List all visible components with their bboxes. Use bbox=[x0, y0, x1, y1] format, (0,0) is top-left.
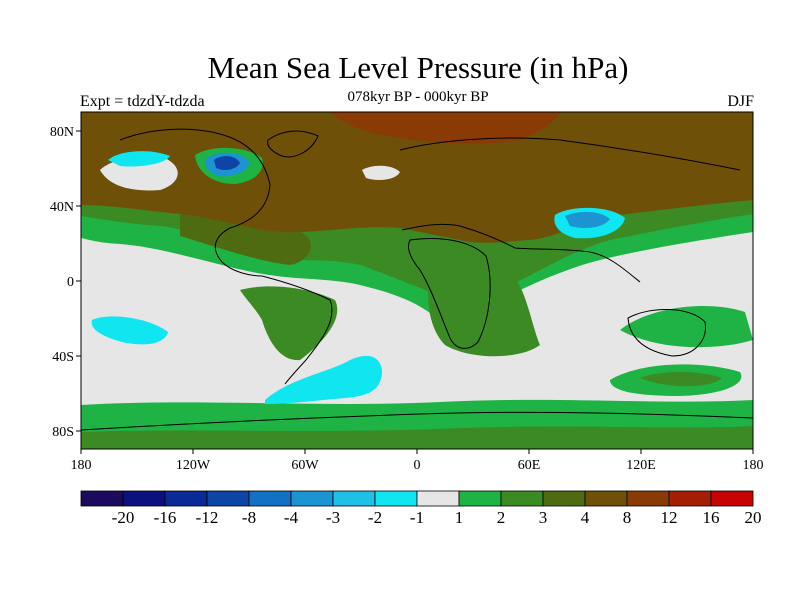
colorbar-label: 20 bbox=[745, 508, 762, 527]
lon-label-0: 0 bbox=[414, 458, 421, 473]
lat-label-40s: 40S bbox=[52, 350, 74, 365]
field-s-atlantic-cyan bbox=[265, 355, 382, 404]
field-africa-olive bbox=[428, 265, 540, 357]
colorbar-label: 16 bbox=[703, 508, 720, 527]
colorbar: -20 -16 -12 -8 -4 -3 -2 -1 1 2 3 4 8 12 16 20 bbox=[80, 490, 762, 527]
field-n-pacific-cyan bbox=[108, 151, 170, 167]
colorbar-label: 12 bbox=[661, 508, 678, 527]
field-atlantic-dark-olive bbox=[180, 214, 311, 265]
colorbar-label: -16 bbox=[154, 508, 177, 527]
field-scandinavia-grey bbox=[362, 165, 400, 180]
colorbar-swatch bbox=[290, 490, 334, 507]
colorbar-swatch bbox=[710, 490, 754, 507]
colorbar-swatch bbox=[626, 490, 670, 507]
colorbar-label: -8 bbox=[242, 508, 256, 527]
lon-label-120e: 120E bbox=[626, 458, 656, 473]
map-field bbox=[81, 112, 753, 449]
lon-label-60w: 60W bbox=[291, 458, 319, 473]
coast-eurasia-south bbox=[401, 223, 641, 283]
field-antarctic-olive bbox=[81, 426, 753, 449]
lon-label-60e: 60E bbox=[518, 458, 541, 473]
lon-label-180w: 180 bbox=[71, 458, 92, 473]
coast-greenland bbox=[267, 130, 319, 158]
colorbar-swatch bbox=[332, 490, 376, 507]
colorbar-label: -4 bbox=[284, 508, 299, 527]
chart-subtitle: 078kyr BP - 000kyr BP bbox=[347, 89, 489, 105]
field-s-america-olive bbox=[240, 286, 338, 361]
colorbar-swatch bbox=[122, 490, 166, 507]
field-arctic-8-12 bbox=[330, 112, 560, 144]
field-tibet-blue bbox=[565, 211, 610, 228]
colorbar-label: 1 bbox=[455, 508, 464, 527]
colorbar-label: -2 bbox=[368, 508, 382, 527]
chart-title: Mean Sea Level Pressure (in hPa) bbox=[207, 50, 629, 85]
coast-australia bbox=[627, 309, 706, 357]
coast-antarctica bbox=[81, 411, 753, 431]
colorbar-swatch bbox=[164, 490, 208, 507]
colorbar-label: 8 bbox=[623, 508, 632, 527]
season-label: DJF bbox=[727, 93, 754, 110]
colorbar-swatch bbox=[500, 490, 544, 507]
coast-north-america bbox=[119, 128, 271, 277]
colorbar-swatch bbox=[80, 490, 124, 507]
field-canada-dark-blue bbox=[214, 156, 240, 171]
lat-label-eq: 0 bbox=[67, 275, 74, 290]
colorbar-label: -12 bbox=[196, 508, 219, 527]
colorbar-swatch bbox=[416, 490, 460, 507]
colorbar-swatch bbox=[584, 490, 628, 507]
coastlines bbox=[81, 128, 753, 431]
colorbar-label: 2 bbox=[497, 508, 506, 527]
colorbar-swatch bbox=[374, 490, 418, 507]
lat-label-80s: 80S bbox=[52, 425, 74, 440]
colorbar-label: -3 bbox=[326, 508, 340, 527]
coast-africa bbox=[407, 238, 491, 349]
colorbar-swatch bbox=[668, 490, 712, 507]
lat-labels: 80N 40N 0 40S 80S bbox=[50, 125, 74, 440]
experiment-label: Expt = tdzdY-tdzda bbox=[80, 93, 205, 110]
axis-ticks bbox=[76, 130, 754, 454]
lon-label-120w: 120W bbox=[176, 458, 211, 473]
field-australia-green bbox=[620, 306, 753, 348]
colorbar-swatch bbox=[206, 490, 250, 507]
colorbar-label: -20 bbox=[112, 508, 135, 527]
field-s-indian-olive bbox=[640, 372, 722, 387]
lon-labels: 180 120W 60W 0 60E 120E 180 bbox=[71, 458, 764, 473]
colorbar-swatch bbox=[458, 490, 502, 507]
colorbar-swatch bbox=[248, 490, 292, 507]
colorbar-label: 4 bbox=[581, 508, 590, 527]
coast-eurasia-north bbox=[399, 137, 741, 171]
lat-label-40n: 40N bbox=[50, 200, 74, 215]
colorbar-swatch bbox=[542, 490, 586, 507]
colorbar-label: -1 bbox=[410, 508, 424, 527]
coast-south-america bbox=[261, 275, 333, 385]
field-s-pacific-cyan bbox=[91, 316, 168, 345]
lat-label-80n: 80N bbox=[50, 125, 74, 140]
colorbar-label: 3 bbox=[539, 508, 548, 527]
lon-label-180e: 180 bbox=[743, 458, 764, 473]
